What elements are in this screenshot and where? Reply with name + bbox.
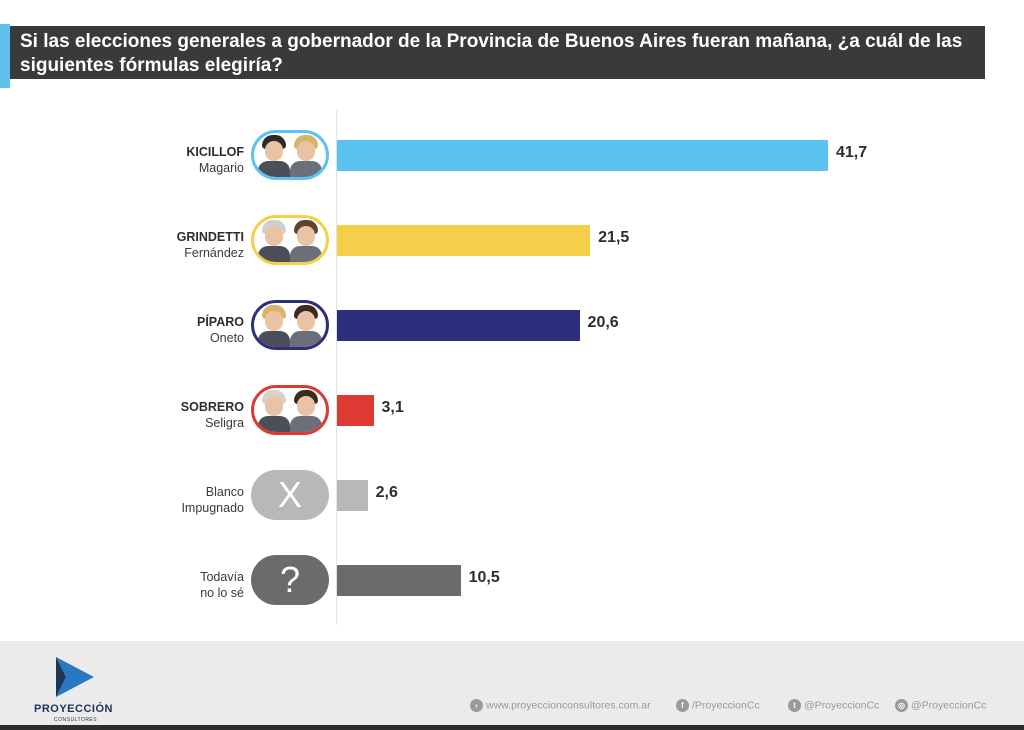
bar (337, 480, 368, 511)
arrow-right-icon: › (470, 699, 483, 712)
category-label: Todavía no lo sé (200, 569, 244, 601)
website-text: www.proyeccionconsultores.com.ar (486, 699, 651, 712)
category-label-line1: KICILLOF (186, 145, 244, 159)
chart-title: Si las elecciones generales a gobernador… (10, 26, 985, 79)
facebook-link[interactable]: f/ProyeccionCc (676, 699, 760, 712)
data-label: 20,6 (587, 314, 619, 331)
candidate-face (256, 303, 292, 347)
axis-line (336, 110, 337, 625)
data-label: 21,5 (598, 229, 630, 246)
category-label-line1: GRINDETTI (176, 230, 244, 244)
proyeccion-logo-icon (56, 657, 94, 697)
category-label-line2: Oneto (209, 331, 244, 345)
instagram-link[interactable]: ◎ @ProyeccionCc (895, 699, 986, 712)
chart-row: SOBRERO Seligra 3,1 (0, 385, 1024, 445)
bar (337, 310, 580, 341)
x-icon: X (251, 470, 329, 520)
candidate-face (288, 218, 324, 262)
footer: PROYECCIÓN CONSULTORES › www.proyeccionco… (0, 641, 1024, 725)
category-label: Blanco Impugnado (181, 484, 244, 516)
twitter-link[interactable]: t @ProyeccionCc (788, 699, 879, 712)
data-label: 3,1 (381, 399, 404, 416)
website-link[interactable]: › www.proyeccionconsultores.com.ar (470, 699, 651, 712)
category-label-line2: Impugnado (181, 501, 244, 515)
chart-row: KICILLOF Magario 41,7 (0, 130, 1024, 190)
candidate-face (256, 133, 292, 177)
category-label-line1: PÍPARO (197, 315, 244, 329)
category-label-line1: Blanco (205, 485, 244, 499)
facebook-icon: f (676, 699, 689, 712)
category-label: GRINDETTI Fernández (177, 229, 244, 261)
brand-subtitle: CONSULTORES (54, 717, 98, 723)
category-label-line2: Fernández (184, 246, 244, 260)
bar (337, 140, 828, 171)
category-label: KICILLOF Magario (186, 144, 244, 176)
bar (337, 225, 591, 256)
category-label: SOBRERO Seligra (181, 399, 244, 431)
title-accent-bar (0, 24, 10, 88)
bar (337, 565, 461, 596)
twitter-icon: t (788, 699, 801, 712)
category-label-line2: Seligra (205, 416, 244, 430)
chart-row: GRINDETTI Fernández 21,5 (0, 215, 1024, 275)
category-label-line2: Magario (198, 161, 244, 175)
bar (337, 395, 374, 426)
candidate-face (256, 388, 292, 432)
chart-row: Blanco Impugnado X 2,6 (0, 470, 1024, 530)
chart-row: PÍPARO Oneto 20,6 (0, 300, 1024, 360)
category-label-line1: Todavía (200, 570, 244, 584)
candidates-photo (251, 215, 329, 265)
candidate-face (288, 133, 324, 177)
question-icon: ? (251, 555, 329, 605)
chart-row: Todavía no lo sé? 10,5 (0, 555, 1024, 615)
candidate-face (288, 388, 324, 432)
category-label: PÍPARO Oneto (197, 314, 244, 346)
candidates-photo (251, 130, 329, 180)
brand-name: PROYECCIÓN (34, 703, 113, 715)
instagram-icon: ◎ (895, 699, 908, 712)
candidate-face (256, 218, 292, 262)
facebook-text: /ProyeccionCc (692, 699, 760, 712)
category-label-line2: no lo sé (200, 586, 244, 600)
category-label-line1: SOBRERO (180, 400, 244, 414)
data-label: 41,7 (836, 144, 868, 161)
candidates-photo (251, 385, 329, 435)
candidates-photo (251, 300, 329, 350)
instagram-text: @ProyeccionCc (911, 699, 987, 712)
twitter-text: @ProyeccionCc (804, 699, 880, 712)
data-label: 10,5 (468, 569, 500, 586)
data-label: 2,6 (375, 484, 398, 501)
bar-chart: KICILLOF Magario 41,7 GRINDETTI Fernández 21,… (0, 110, 1024, 630)
footer-bottom-strip (0, 725, 1024, 730)
candidate-face (288, 303, 324, 347)
